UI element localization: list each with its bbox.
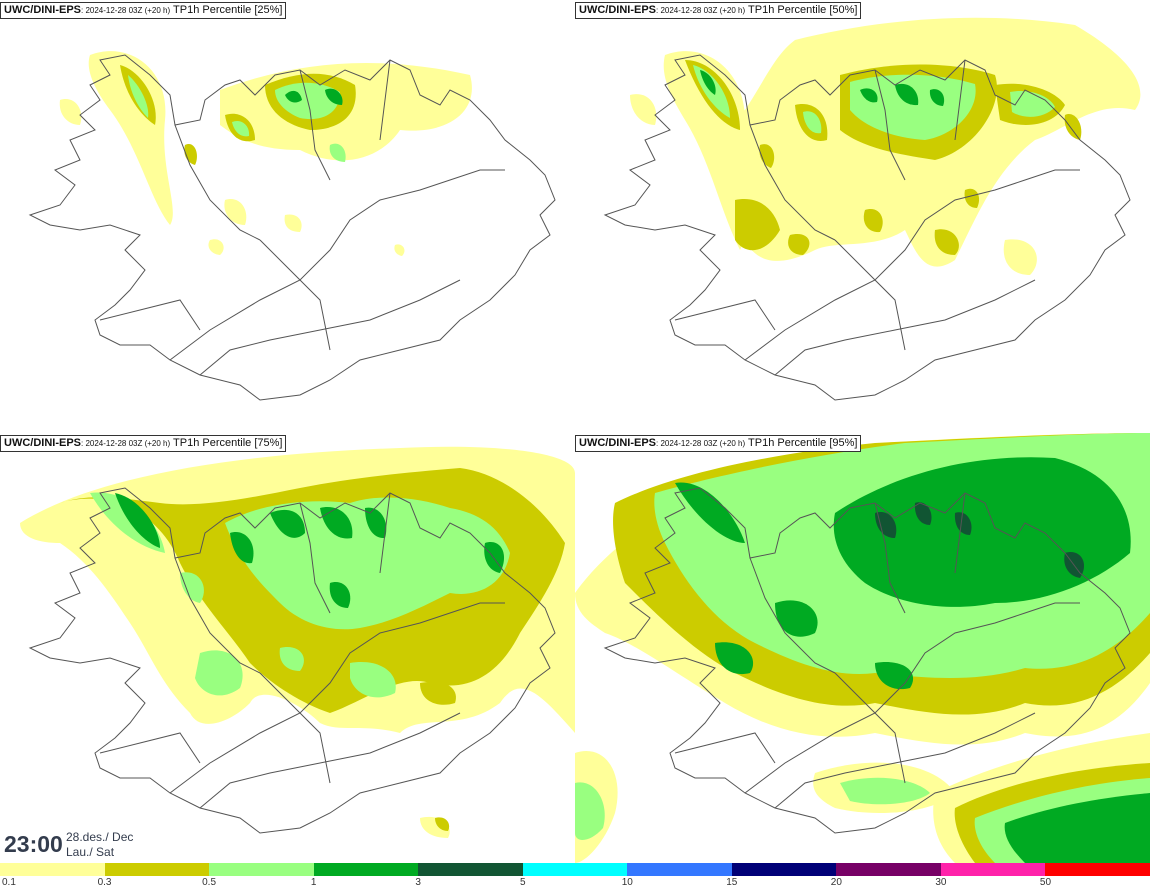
colorbar-tick-label: 0.5 [202,877,217,888]
valid-date: 28.des./ Dec Lau./ Sat [66,830,133,860]
colorbar-segment [940,863,1046,876]
colorbar-segment [731,863,837,876]
precip-field [59,51,472,256]
colorbar-tick-label: 0.1 [2,877,16,888]
iceland-outline [28,54,556,401]
iceland-outline [603,487,1131,834]
colorbar-segment [522,863,628,876]
colorbar-tick-label: 15 [726,877,738,888]
panel-title: UWC/DINI-EPS: 2024-12-28 03Z (+20 h) TP1… [575,435,862,452]
map-panel-p25: UWC/DINI-EPS: 2024-12-28 03Z (+20 h) TP1… [0,0,575,430]
map-panel-p75: UWC/DINI-EPS: 2024-12-28 03Z (+20 h) TP1… [0,433,575,863]
precip-field [20,446,575,838]
valid-time-box: 23:00 28.des./ Dec Lau./ Sat [0,828,136,861]
precip-map [575,433,1150,863]
panel-title: UWC/DINI-EPS: 2024-12-28 03Z (+20 h) TP1… [575,2,862,19]
iceland-outline [603,54,1131,401]
iceland-outline [28,487,556,834]
colorbar-segment [836,863,941,876]
colorbar-tick-labels: 0.1 0.3 0.5 1 3 5 10 15 20 30 50 [0,877,1150,891]
colorbar-tick-label: 10 [621,877,633,888]
colorbar-tick-label: 50 [1039,877,1052,888]
colorbar-tick-label: 0.3 [97,877,112,888]
map-panel-p50: UWC/DINI-EPS: 2024-12-28 03Z (+20 h) TP1… [575,0,1150,430]
precip-field [575,433,1150,863]
panel-title: UWC/DINI-EPS: 2024-12-28 03Z (+20 h) TP1… [0,435,287,452]
precip-field [630,17,1141,275]
precip-map [20,446,575,838]
precip-colorbar [0,863,1150,876]
colorbar-tick-label: 30 [935,877,947,888]
precip-map [603,17,1141,401]
colorbar-tick-label: 3 [415,877,421,888]
colorbar-segment [209,863,314,876]
panel-title: UWC/DINI-EPS: 2024-12-28 03Z (+20 h) TP1… [0,2,287,19]
colorbar-segment [0,863,105,876]
map-panel-p95: UWC/DINI-EPS: 2024-12-28 03Z (+20 h) TP1… [575,433,1150,863]
valid-date-line1: 28.des./ Dec [66,830,134,844]
colorbar-segment [313,863,419,876]
colorbar-segment [627,863,732,876]
colorbar-tick-label: 20 [830,877,842,888]
colorbar-tick-label: 1 [310,877,317,888]
colorbar-segment [1045,863,1150,876]
colorbar-segment [418,863,523,876]
precip-map [28,51,556,401]
colorbar-tick-label: 5 [519,877,526,888]
valid-time: 23:00 [4,831,63,857]
valid-date-line2: Lau./ Sat [66,845,115,859]
colorbar-segment [104,863,210,876]
